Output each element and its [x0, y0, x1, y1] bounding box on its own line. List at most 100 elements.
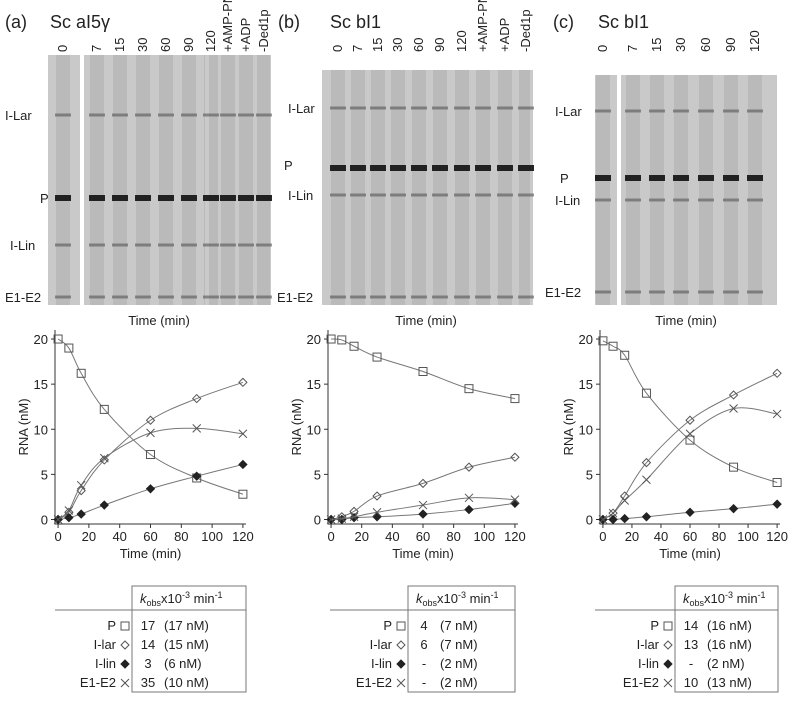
row-k: 17	[141, 618, 155, 633]
lane	[674, 75, 688, 305]
row-k: 13	[684, 637, 698, 652]
band-label: P	[560, 171, 569, 186]
y-axis-label: RNA (nM)	[16, 398, 31, 455]
band-label: I-Lin	[10, 238, 35, 253]
band	[158, 295, 174, 299]
lane-label: +ADP	[497, 18, 512, 52]
y-tick-label: 5	[586, 467, 593, 482]
band	[330, 165, 346, 171]
band	[747, 198, 763, 202]
lane-label: 30	[135, 38, 150, 52]
marker	[64, 343, 74, 353]
y-tick-label: 20	[307, 332, 321, 347]
band	[475, 106, 491, 110]
row-name: I-lar	[637, 637, 660, 652]
band	[432, 106, 448, 110]
band	[350, 165, 366, 171]
header-part: x10	[437, 591, 458, 606]
marker	[326, 334, 336, 344]
row-nm: (15 nM)	[164, 637, 209, 652]
x-axis-label: Time (min)	[659, 546, 721, 561]
marker	[396, 659, 406, 669]
marker	[238, 377, 248, 388]
marker	[608, 514, 618, 525]
band	[432, 193, 448, 197]
lane-label: -Ded1p	[256, 9, 271, 52]
band	[649, 175, 665, 181]
band	[595, 109, 611, 113]
lane	[650, 75, 664, 305]
header-part: obs	[690, 598, 705, 608]
band	[497, 165, 513, 171]
marker	[76, 509, 86, 519]
x-tick-label: 0	[327, 529, 334, 544]
header-part: obs	[147, 598, 162, 608]
band	[411, 106, 427, 110]
y-tick-label: 10	[34, 422, 48, 437]
row-nm: (16 nM)	[707, 618, 752, 633]
lane	[221, 55, 235, 305]
marker	[337, 514, 347, 525]
band	[723, 175, 739, 181]
marker	[120, 659, 130, 669]
marker	[728, 503, 739, 514]
band-label: I-Lar	[555, 104, 582, 119]
axis	[54, 330, 246, 525]
gel-gap	[80, 55, 84, 305]
row-nm: (2 nM)	[440, 656, 478, 671]
lane	[257, 55, 271, 305]
table-frame	[595, 585, 779, 693]
y-tick-label: 5	[314, 467, 321, 482]
lane-label: 60	[698, 38, 713, 52]
band	[238, 113, 254, 117]
band	[158, 243, 174, 247]
header-part: -3	[725, 590, 733, 600]
band	[238, 195, 254, 201]
band	[747, 175, 763, 181]
y-tick-label: 0	[586, 512, 593, 527]
row-k: 10	[684, 675, 698, 690]
marker	[663, 640, 673, 650]
y-tick-label: 15	[579, 377, 593, 392]
marker	[99, 455, 109, 465]
band	[112, 195, 128, 201]
marker	[663, 621, 673, 631]
marker	[372, 512, 382, 522]
row-name: I-lar	[370, 637, 393, 652]
lane	[412, 70, 426, 305]
y-tick-label: 10	[579, 422, 593, 437]
x-tick-label: 0	[599, 529, 606, 544]
axis	[599, 330, 780, 525]
band	[135, 195, 151, 201]
header-part: k	[416, 591, 424, 606]
band	[181, 113, 197, 117]
marker	[772, 368, 782, 379]
table-header: kobsx10-3 min-1	[683, 590, 766, 608]
lane-label: 15	[112, 38, 127, 52]
gel-time-label: Time (min)	[395, 313, 457, 328]
marker	[99, 404, 109, 414]
band	[158, 195, 174, 201]
header-part: min	[466, 591, 491, 606]
table-frame	[55, 585, 247, 693]
band	[158, 113, 174, 117]
lane	[331, 70, 345, 305]
lane-label: 120	[747, 30, 762, 52]
row-k: 3	[144, 656, 151, 671]
band	[350, 106, 366, 110]
band	[595, 290, 611, 294]
table-frame	[330, 585, 516, 693]
lane-label: 90	[181, 38, 196, 52]
band	[370, 295, 386, 299]
y-axis-label: RNA (nM)	[561, 398, 576, 455]
y-tick-label: 15	[34, 377, 48, 392]
band	[390, 193, 406, 197]
marker	[772, 409, 782, 419]
marker	[464, 384, 474, 394]
marker	[729, 404, 738, 413]
marker	[349, 341, 359, 351]
band	[432, 165, 448, 171]
row-name: I-lin	[638, 656, 659, 671]
band	[112, 243, 128, 247]
marker	[641, 457, 652, 468]
